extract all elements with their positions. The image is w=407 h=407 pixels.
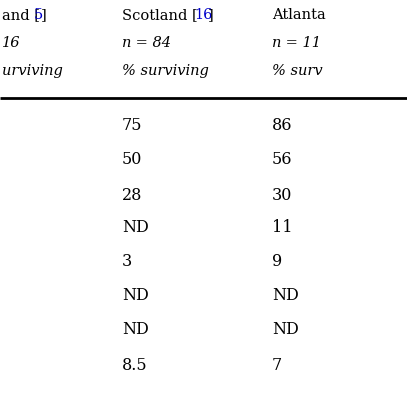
Text: n: n (122, 36, 131, 50)
Text: 5: 5 (34, 8, 43, 22)
Text: 86: 86 (272, 116, 293, 133)
Text: = 84: = 84 (131, 36, 171, 50)
Text: Atlanta: Atlanta (272, 8, 326, 22)
Text: ]: ] (208, 8, 214, 22)
Text: 28: 28 (122, 186, 142, 204)
Text: urviving: urviving (2, 64, 63, 78)
Text: 16: 16 (194, 8, 212, 22)
Text: ]: ] (41, 8, 47, 22)
Text: % surv: % surv (272, 64, 323, 78)
Text: ND: ND (122, 322, 149, 339)
Text: 8.5: 8.5 (122, 357, 148, 374)
Text: ND: ND (272, 287, 299, 304)
Text: 3: 3 (122, 254, 132, 271)
Text: 50: 50 (122, 151, 142, 168)
Text: Scotland [: Scotland [ (122, 8, 198, 22)
Text: 7: 7 (272, 357, 282, 374)
Text: 56: 56 (272, 151, 293, 168)
Text: = 11: = 11 (281, 36, 321, 50)
Text: % surviving: % surviving (122, 64, 209, 78)
Text: ND: ND (122, 219, 149, 236)
Text: and [: and [ (2, 8, 40, 22)
Text: ND: ND (122, 287, 149, 304)
Text: 11: 11 (272, 219, 293, 236)
Text: 9: 9 (272, 254, 282, 271)
Text: 30: 30 (272, 186, 292, 204)
Text: ND: ND (272, 322, 299, 339)
Text: n: n (272, 36, 281, 50)
Text: 75: 75 (122, 116, 142, 133)
Text: 16: 16 (2, 36, 20, 50)
